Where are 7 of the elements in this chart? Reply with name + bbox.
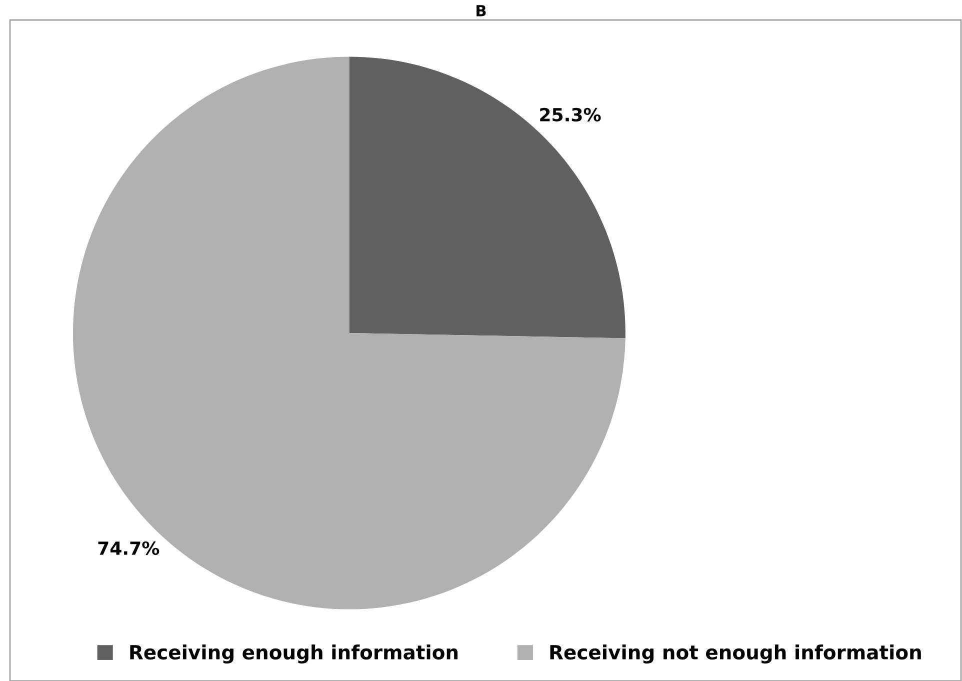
- chart-title: B: [476, 5, 486, 16]
- data-label: 25.3%: [540, 108, 601, 122]
- data-label: 74.7%: [98, 541, 160, 555]
- pie-slice: [349, 56, 626, 338]
- legend-label: Receiving enough information: [130, 644, 458, 664]
- legend-label: Receiving not enough information: [550, 644, 921, 664]
- pie-slice: [72, 56, 626, 610]
